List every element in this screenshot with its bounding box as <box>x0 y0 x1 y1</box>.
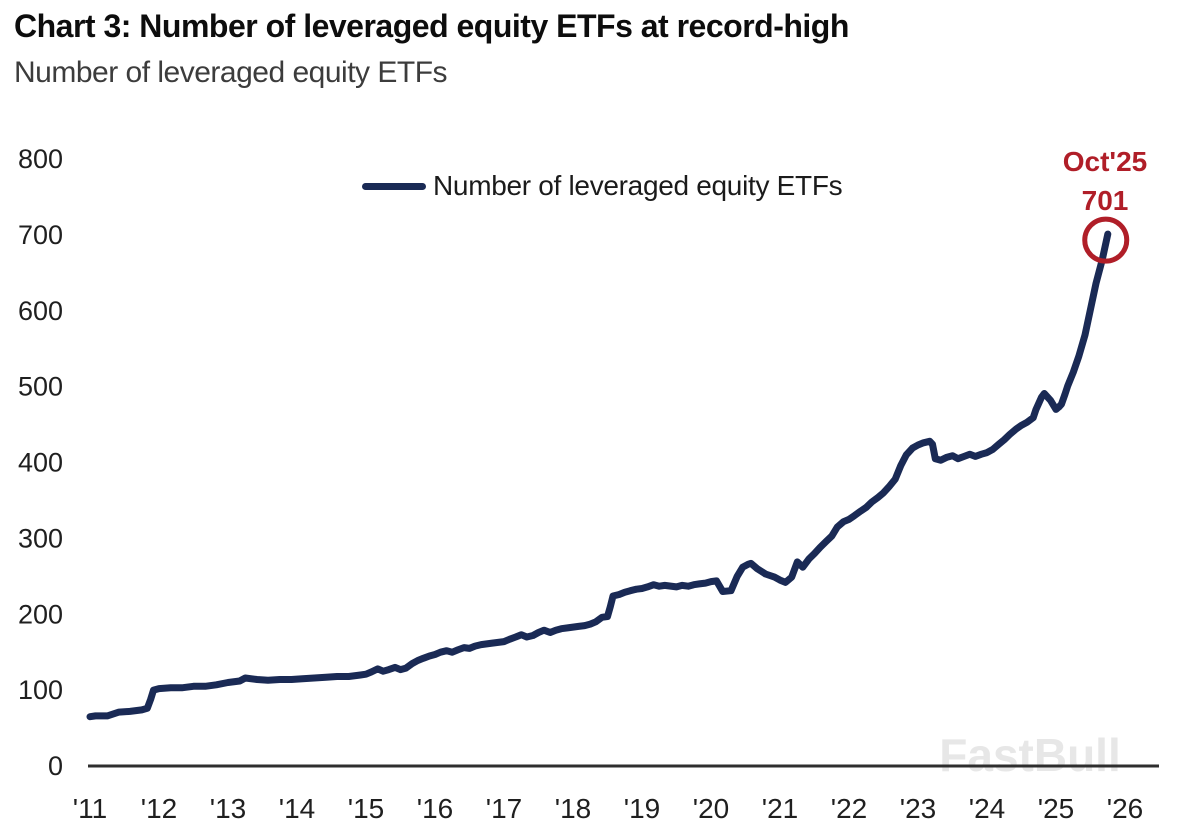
chart-subtitle: Number of leveraged equity ETFs <box>14 56 448 89</box>
y-tick-label: 800 <box>18 144 63 174</box>
x-tick-label: '12 <box>141 793 178 824</box>
peak-annotation-value: 701 <box>1081 185 1129 216</box>
x-tick-label: '17 <box>486 793 523 824</box>
y-tick-label: 500 <box>18 372 63 402</box>
legend-label: Number of leveraged equity ETFs <box>433 170 843 201</box>
x-tick-label: '21 <box>762 793 799 824</box>
x-tick-label: '22 <box>831 793 868 824</box>
x-tick-label: '19 <box>624 793 661 824</box>
x-tick-label: '16 <box>417 793 454 824</box>
chart-title: Chart 3: Number of leveraged equity ETFs… <box>14 8 849 44</box>
y-tick-label: 100 <box>18 675 63 705</box>
x-tick-label: '13 <box>210 793 247 824</box>
highlight-circle-icon <box>1082 216 1130 264</box>
x-tick-label: '23 <box>900 793 937 824</box>
x-tick-label: '25 <box>1038 793 1075 824</box>
series-line <box>86 230 1112 721</box>
legend-line-swatch <box>362 182 426 190</box>
y-tick-label: 700 <box>18 220 63 250</box>
y-tick-label: 400 <box>18 448 63 478</box>
x-tick-label: '26 <box>1107 793 1144 824</box>
peak-annotation-date: Oct'25 <box>1062 146 1148 177</box>
legend: Number of leveraged equity ETFs <box>362 170 843 202</box>
x-tick-label: '24 <box>969 793 1006 824</box>
x-tick-label: '20 <box>693 793 730 824</box>
x-tick-label: '14 <box>279 793 316 824</box>
x-tick-label: '18 <box>555 793 592 824</box>
x-tick-label: '11 <box>73 793 107 824</box>
peak-annotation: Oct'25 701 <box>1033 148 1177 215</box>
watermark-text: FastBull <box>939 729 1120 781</box>
y-tick-label: 0 <box>48 751 63 781</box>
y-tick-label: 300 <box>18 523 63 553</box>
y-tick-label: 200 <box>18 599 63 629</box>
y-tick-label: 600 <box>18 296 63 326</box>
x-tick-label: '15 <box>348 793 385 824</box>
